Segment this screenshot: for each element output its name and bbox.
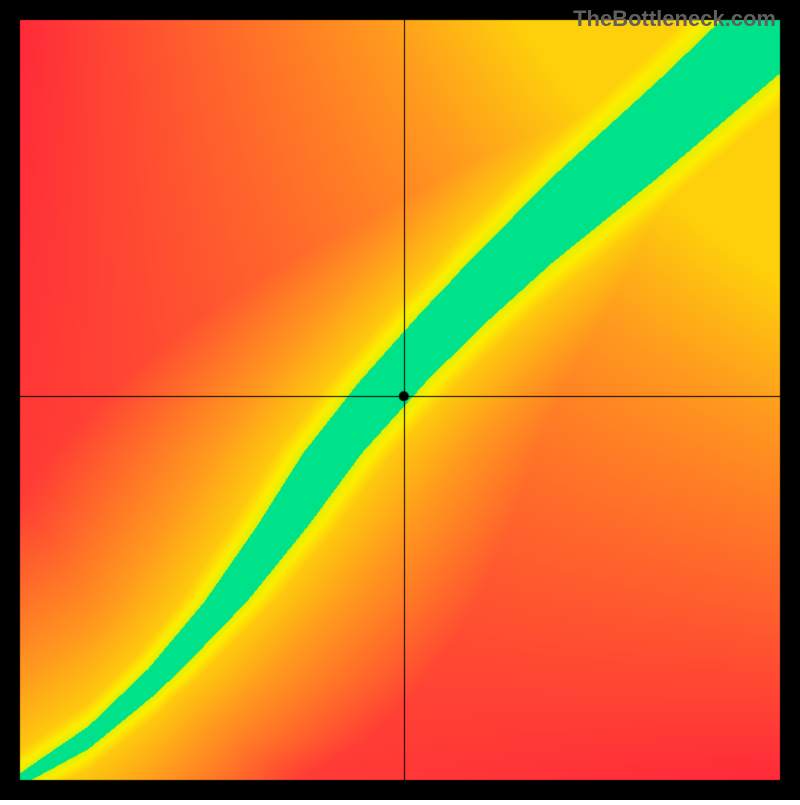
heatmap-canvas xyxy=(0,0,800,800)
chart-container: TheBottleneck.com xyxy=(0,0,800,800)
heatmap-canvas-wrap xyxy=(0,0,800,805)
watermark-text: TheBottleneck.com xyxy=(573,6,776,32)
